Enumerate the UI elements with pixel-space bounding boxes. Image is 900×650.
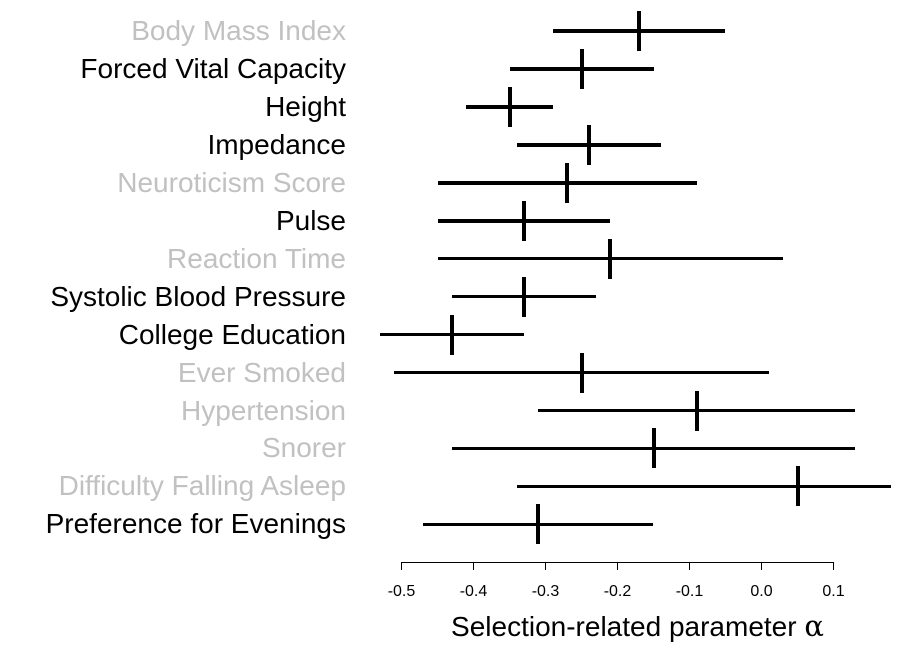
x-tick (832, 561, 835, 570)
estimate-tick (579, 352, 584, 393)
estimate-tick (579, 48, 584, 89)
row-label: Forced Vital Capacity (80, 52, 346, 84)
x-tick-label: 0.0 (750, 583, 773, 600)
row-label: Hypertension (181, 394, 346, 426)
x-axis-title-text: Selection-related parameter (451, 611, 797, 642)
row-label: Impedance (207, 128, 346, 160)
estimate-tick (521, 276, 526, 317)
estimate-tick (637, 11, 642, 51)
estimate-tick (521, 200, 526, 241)
estimate-tick (449, 314, 454, 355)
x-tick-label: -0.4 (459, 583, 488, 600)
x-axis-title: Selection-related parameter α (375, 608, 900, 645)
estimate-tick (586, 124, 591, 165)
row-label: Height (265, 90, 346, 122)
estimate-tick (795, 466, 800, 507)
x-tick-label: -0.2 (603, 583, 632, 600)
row-label: Systolic Blood Pressure (50, 280, 346, 312)
row-label: Reaction Time (167, 242, 346, 274)
row-label: Difficulty Falling Asleep (58, 470, 346, 502)
row-label: Body Mass Index (131, 15, 346, 46)
estimate-tick (694, 390, 699, 431)
estimate-tick (507, 86, 512, 127)
row-label: Snorer (261, 432, 346, 464)
x-tick-label: -0.5 (387, 583, 416, 600)
x-tick-label: 0.1 (822, 583, 845, 600)
x-tick (760, 561, 763, 570)
estimate-tick (608, 238, 613, 279)
row-label: Neuroticism Score (117, 166, 346, 198)
row-label: Ever Smoked (177, 356, 346, 388)
alpha-symbol: α (804, 609, 824, 643)
ci-line (516, 484, 892, 489)
x-tick-label: -0.3 (531, 583, 560, 600)
estimate-tick (565, 162, 570, 203)
x-tick-label: -0.1 (675, 583, 704, 600)
x-tick (616, 561, 619, 570)
x-tick (472, 561, 475, 570)
x-tick (400, 561, 403, 570)
x-tick (688, 561, 691, 570)
estimate-tick (536, 504, 541, 545)
row-label: Preference for Evenings (45, 508, 346, 540)
estimate-tick (651, 428, 656, 469)
x-tick (544, 561, 547, 570)
row-label: Pulse (275, 204, 346, 236)
row-label: College Education (118, 318, 346, 350)
